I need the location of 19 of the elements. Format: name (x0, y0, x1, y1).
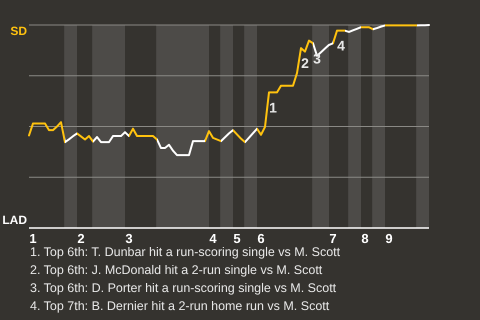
x-tick-label: 4 (209, 231, 218, 246)
x-tick-label: 8 (361, 231, 369, 246)
x-tick-label: 2 (77, 231, 85, 246)
text: LAD (2, 213, 28, 227)
x-tick-label: 1 (29, 231, 37, 246)
text: 4. Top 7th: B. Dernier hit a 2-run home run vs M. Scott (30, 299, 330, 313)
text: 3. Top 6th: D. Porter hit a run-scoring single vs M. Scott (30, 281, 337, 295)
text: SD (10, 24, 28, 38)
x-tick-label: 6 (257, 231, 265, 246)
x-tick-label: 5 (233, 231, 241, 246)
x-tick-label: 3 (125, 231, 133, 246)
text: 2. Top 6th: J. McDonald hit a 2-run single vs M. Scott (30, 263, 323, 277)
x-tick-label: 7 (329, 231, 337, 246)
x-tick-label: 9 (385, 231, 393, 246)
annotation: 1 (269, 99, 278, 116)
annotation: 4 (337, 38, 346, 54)
text: 1. Top 6th: T. Dunbar hit a run-scoring single vs M. Scott (30, 245, 341, 259)
annotation: 3 (313, 50, 322, 66)
annotation: 2 (301, 55, 310, 72)
